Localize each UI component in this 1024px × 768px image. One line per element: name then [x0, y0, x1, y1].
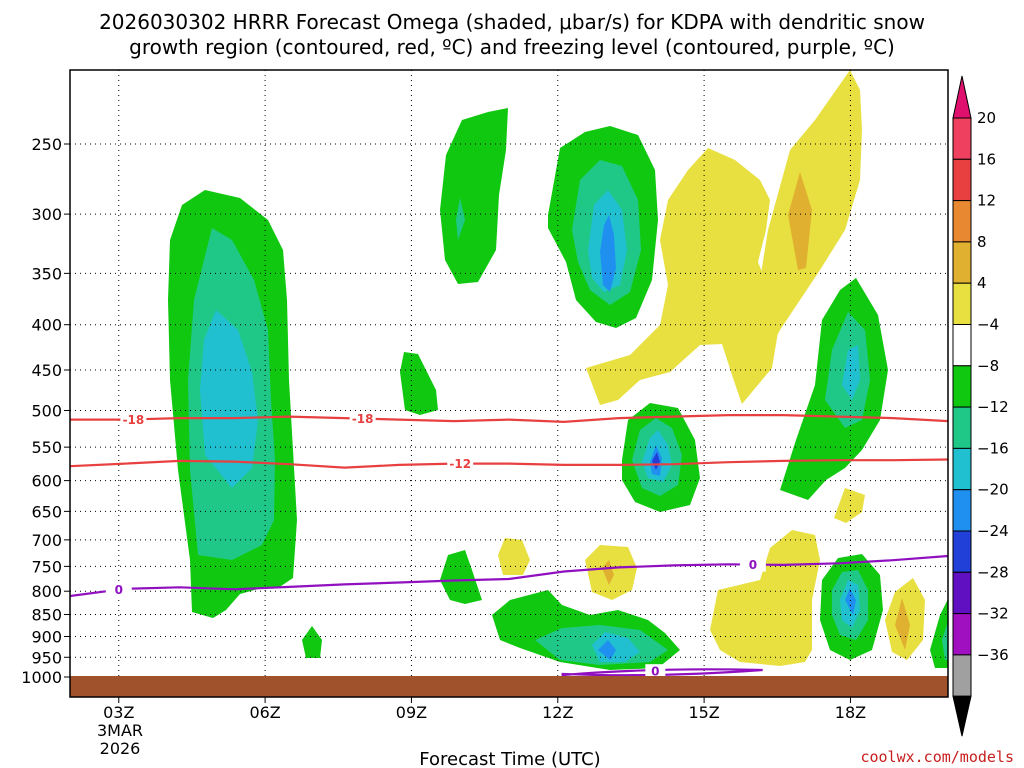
contour-label: -12 [449, 457, 471, 471]
colorbar-swatch [952, 571, 972, 615]
contour-label-bg [739, 557, 766, 572]
contour-label: -18 [123, 413, 145, 427]
credit-text: coolwx.com/models [860, 748, 1014, 766]
colorbar-swatch [952, 282, 972, 326]
y-tick-label: 550 [31, 438, 62, 457]
contour-label-bg [349, 411, 376, 426]
colorbar-label: −32 [977, 605, 1009, 623]
y-tick-label: 500 [31, 402, 62, 421]
omega-area-orange-low4 [895, 598, 910, 650]
colorbar-swatch [952, 324, 972, 367]
omega-area-cyan-right [842, 345, 860, 400]
dendritic-contour-12 [70, 458, 948, 469]
freezing-level-contour [70, 554, 948, 598]
dendritic-contour-18 [70, 414, 948, 424]
y-tick-label: 450 [31, 361, 62, 380]
contour-label: 0 [651, 665, 659, 679]
y-tick-label: 300 [31, 205, 62, 224]
y-tick-label: 400 [31, 316, 62, 335]
colorbar-label: −4 [977, 316, 999, 334]
colorbar-swatch [952, 241, 972, 284]
chart-title-line2: growth region (contoured, red, ºC) and f… [129, 35, 895, 59]
y-tick-label: 350 [31, 264, 62, 283]
colorbar-swatch [952, 117, 972, 160]
omega-area-teal-upper [456, 198, 465, 240]
contour-label: 0 [749, 558, 757, 572]
y-tick-label: 750 [31, 557, 62, 576]
colorbar-swatch [952, 447, 972, 491]
plot-content: -18 -18 -12 0 0 0 [70, 70, 948, 697]
colorbar-label: −28 [977, 563, 1009, 581]
freezing-level-loop [561, 668, 763, 677]
x-tick-label: 15Z [688, 703, 719, 722]
x-tick-label: 12Z [542, 703, 573, 722]
colorbar-swatch [952, 200, 972, 243]
x-axis-date-line2: 2026 [100, 739, 141, 758]
colorbar: 20 16 12 8 4 −4 −8 −12 −16 −20 −24 −28 −32 −36 [952, 75, 1009, 737]
colorbar-label: −20 [977, 481, 1009, 499]
omega-area-green-small [400, 352, 438, 415]
omega-area-green-edge [930, 599, 948, 668]
plot-frame [69, 69, 949, 698]
x-tick-label: 09Z [396, 703, 427, 722]
omega-area-yellow-main [586, 148, 778, 405]
colorbar-label: 4 [977, 274, 987, 292]
omega-area-green-upper [440, 108, 508, 284]
contour-label-bg [120, 412, 147, 427]
colorbar-swatch [952, 613, 972, 656]
colorbar-label: −36 [977, 646, 1009, 664]
omega-area-orange-plume [788, 172, 812, 270]
contour-label-bg [105, 582, 132, 597]
contour-lines: -18 -18 -12 0 0 0 [70, 411, 948, 679]
x-axis-date-line1: 3MAR [97, 721, 143, 740]
colorbar-label: 12 [977, 192, 996, 210]
x-tick-label: 06Z [249, 703, 280, 722]
y-tick-label: 250 [31, 135, 62, 154]
chart-title-line1: 2026030302 HRRR Forecast Omega (shaded, … [99, 10, 925, 34]
colorbar-swatch [952, 489, 972, 532]
x-axis-title: Forecast Time (UTC) [419, 749, 600, 768]
contour-label: 0 [115, 583, 123, 597]
colorbar-swatch [952, 365, 972, 408]
colorbar-label: −12 [977, 398, 1009, 416]
colorbar-swatch [952, 654, 972, 697]
omega-area-green-tiny [302, 626, 322, 658]
omega-area-blue-oval [600, 215, 616, 292]
contour-label: -18 [352, 412, 374, 426]
y-tick-label: 850 [31, 606, 62, 625]
colorbar-top-arrow [952, 75, 972, 119]
x-tick-label: 18Z [835, 703, 866, 722]
omega-area-yellow-small [834, 488, 865, 523]
x-tick-label: 03Z [103, 703, 134, 722]
omega-area-green-low1 [440, 550, 482, 604]
x-axis: 03Z 06Z 09Z 12Z 15Z 18Z [103, 697, 866, 722]
y-tick-label: 900 [31, 627, 62, 646]
y-tick-label: 700 [31, 531, 62, 550]
colorbar-swatch [952, 158, 972, 202]
colorbar-label: −24 [977, 522, 1009, 540]
omega-area-blue-low2 [598, 640, 616, 660]
colorbar-swatch [952, 406, 972, 449]
y-axis: 250 300 350 400 450 500 550 600 650 700 750 800 850 9… [21, 135, 70, 687]
ground-surface [70, 676, 948, 697]
y-tick-label: 800 [31, 582, 62, 601]
colorbar-label: −16 [977, 439, 1009, 457]
omega-area-teal-edge [942, 621, 948, 660]
contour-label-bg [645, 664, 666, 679]
y-tick-label: 600 [31, 472, 62, 491]
y-tick-label: 950 [31, 648, 62, 667]
colorbar-swatch [952, 530, 972, 573]
y-tick-label: 650 [31, 502, 62, 521]
colorbar-label: 20 [977, 109, 996, 127]
colorbar-bottom-arrow [952, 695, 972, 737]
colorbar-label: 8 [977, 233, 987, 251]
omega-area-yellow-low1 [498, 538, 530, 575]
y-tick-label: 1000 [21, 668, 62, 687]
colorbar-label: 16 [977, 150, 996, 168]
omega-area-cyan [200, 310, 258, 488]
omega-area-blue-low3 [845, 588, 856, 615]
colorbar-label: −8 [977, 357, 999, 375]
contour-label-bg [447, 456, 474, 471]
